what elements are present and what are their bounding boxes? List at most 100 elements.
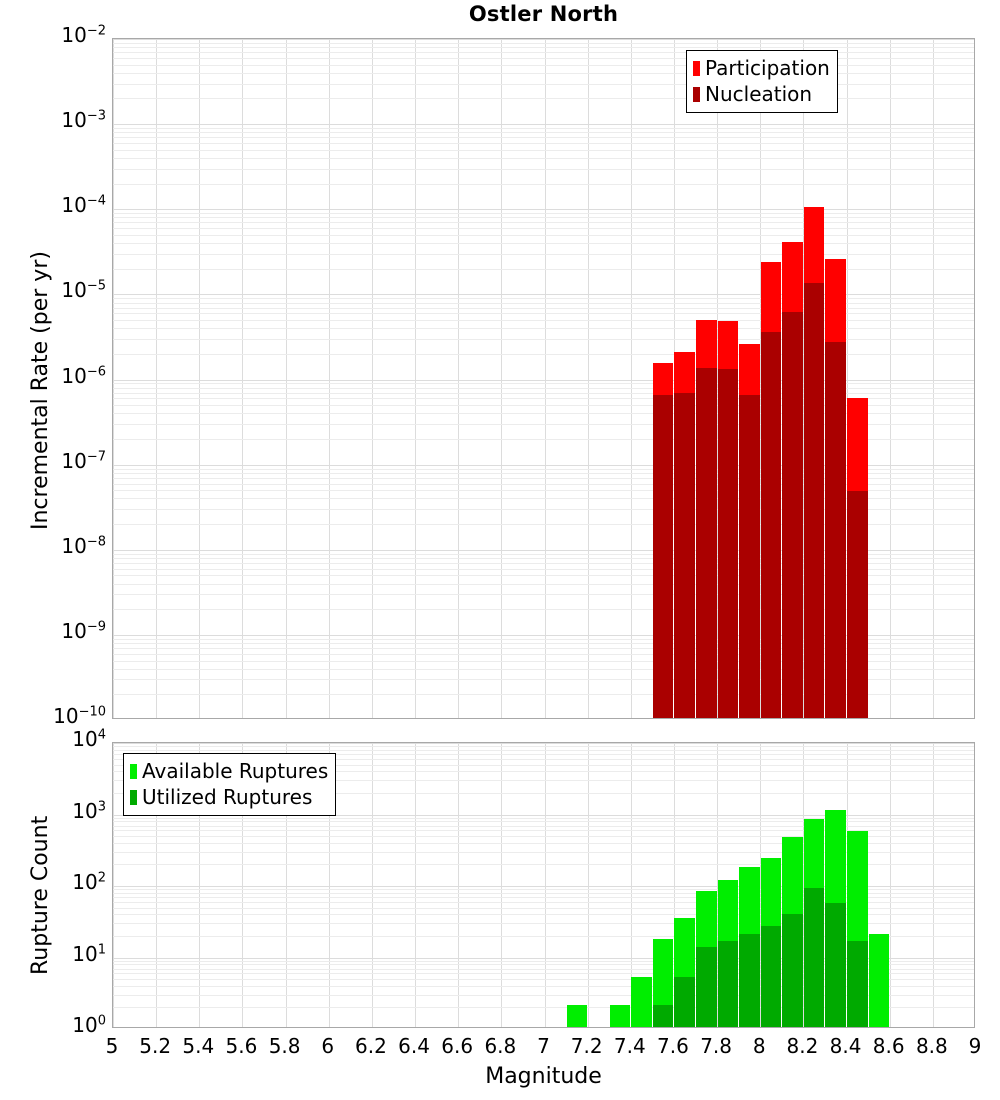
gridline-horizontal-minor bbox=[113, 524, 974, 526]
gridline-horizontal-minor bbox=[113, 477, 974, 479]
gridline-horizontal-minor bbox=[113, 268, 974, 270]
gridline-horizontal-minor bbox=[113, 183, 974, 185]
gridline-horizontal-minor bbox=[113, 353, 974, 355]
gridline-horizontal-minor bbox=[113, 243, 974, 245]
top-y-tick-labels: 10−2 10−3 10−4 10−5 10−6 10−7 10−8 10−9 10−10 bbox=[0, 0, 106, 760]
y-tick-label: 10−4 bbox=[61, 193, 106, 218]
gridline-horizontal-minor bbox=[113, 994, 974, 996]
top-legend: Participation Nucleation bbox=[686, 50, 838, 113]
gridline-horizontal-minor bbox=[113, 213, 974, 215]
y-tick-label: 100 bbox=[72, 1013, 106, 1037]
y-tick-label: 10−5 bbox=[61, 278, 106, 303]
bar-nucleation bbox=[674, 393, 695, 718]
nucleation-swatch-icon bbox=[693, 86, 700, 102]
gridline-horizontal-minor bbox=[113, 764, 974, 766]
gridline-vertical bbox=[587, 743, 589, 1027]
bar-nucleation bbox=[803, 282, 825, 718]
gridline-horizontal-minor bbox=[113, 253, 974, 255]
gridline-horizontal-minor bbox=[113, 780, 974, 782]
gridline-horizontal-minor bbox=[113, 638, 974, 640]
gridline-vertical bbox=[328, 743, 330, 1027]
y-tick-label: 104 bbox=[72, 727, 106, 751]
bottom-y-axis-title: Rupture Count bbox=[28, 815, 53, 975]
gridline-horizontal-minor bbox=[113, 392, 974, 394]
bar-utilized-ruptures bbox=[760, 925, 782, 1027]
gridline-horizontal-minor bbox=[113, 889, 974, 891]
bar-nucleation bbox=[782, 311, 803, 718]
gridline-horizontal-minor bbox=[113, 498, 974, 500]
x-tick-label: 5.6 bbox=[225, 1034, 258, 1058]
gridline-vertical bbox=[242, 39, 244, 718]
gridline-horizontal-minor bbox=[113, 52, 974, 54]
page-title: Ostler North bbox=[468, 2, 619, 26]
gridline-horizontal-minor bbox=[113, 771, 974, 773]
participation-swatch-icon bbox=[693, 60, 700, 76]
x-tick-label: 6.6 bbox=[441, 1034, 474, 1058]
gridline-horizontal-minor bbox=[113, 973, 974, 975]
gridline-vertical bbox=[630, 743, 632, 1027]
gridline-horizontal-minor bbox=[113, 438, 974, 440]
gridline-horizontal-minor bbox=[113, 137, 974, 139]
x-tick-label: 5.2 bbox=[139, 1034, 172, 1058]
gridline-horizontal-minor bbox=[113, 830, 974, 832]
gridline-vertical bbox=[371, 743, 373, 1027]
gridline-horizontal-minor bbox=[113, 653, 974, 655]
x-tick-label: 7 bbox=[537, 1034, 550, 1058]
gridline-horizontal-minor bbox=[113, 483, 974, 485]
y-tick-label: 10−6 bbox=[61, 363, 106, 388]
gridline-horizontal-minor bbox=[113, 746, 974, 748]
gridline-vertical bbox=[846, 39, 848, 718]
gridline-horizontal-minor bbox=[113, 648, 974, 650]
x-axis-title: Magnitude bbox=[485, 1064, 602, 1089]
gridline-horizontal-minor bbox=[113, 405, 974, 407]
gridline-horizontal-minor bbox=[113, 960, 974, 962]
gridline-horizontal-minor bbox=[113, 914, 974, 916]
bottom-y-tick-labels: 104 103 102 101 100 bbox=[0, 0, 106, 1100]
bar-utilized-ruptures bbox=[803, 887, 825, 1027]
bar-utilized-ruptures bbox=[674, 977, 695, 1027]
gridline-horizontal-minor bbox=[113, 42, 974, 44]
x-tick-label: 8.2 bbox=[786, 1034, 819, 1058]
bar-utilized-ruptures bbox=[739, 933, 760, 1027]
legend-label: Available Ruptures bbox=[142, 759, 329, 783]
gridline-horizontal-minor bbox=[113, 234, 974, 236]
gridline-horizontal-minor bbox=[113, 168, 974, 170]
gridline-horizontal-minor bbox=[113, 509, 974, 511]
gridline-horizontal-minor bbox=[113, 47, 974, 49]
gridline-vertical bbox=[415, 39, 417, 718]
gridline-horizontal-major bbox=[113, 209, 974, 211]
gridline-horizontal-minor bbox=[113, 98, 974, 100]
gridline-horizontal-minor bbox=[113, 553, 974, 555]
gridline-horizontal-major bbox=[113, 549, 974, 551]
gridline-horizontal-minor bbox=[113, 128, 974, 130]
gridline-horizontal-minor bbox=[113, 821, 974, 823]
gridline-horizontal-minor bbox=[113, 413, 974, 415]
gridline-vertical bbox=[415, 743, 417, 1027]
y-tick-label: 102 bbox=[72, 870, 106, 894]
gridline-horizontal-major bbox=[113, 634, 974, 636]
gridline-horizontal-minor bbox=[113, 557, 974, 559]
gridline-horizontal-major bbox=[113, 294, 974, 296]
gridline-horizontal-minor bbox=[113, 387, 974, 389]
bottom-legend: Available Ruptures Utilized Ruptures bbox=[123, 753, 337, 816]
x-tick-label: 5.4 bbox=[182, 1034, 215, 1058]
gridline-horizontal-minor bbox=[113, 57, 974, 59]
gridline-horizontal-minor bbox=[113, 217, 974, 219]
legend-item-nucleation: Nucleation bbox=[693, 81, 830, 107]
x-tick-label: 8.6 bbox=[872, 1034, 905, 1058]
bar-utilized-ruptures bbox=[825, 902, 847, 1027]
gridline-horizontal-major bbox=[113, 124, 974, 126]
legend-item-participation: Participation bbox=[693, 55, 830, 81]
bar-utilized-ruptures bbox=[847, 940, 868, 1027]
bar-utilized-ruptures bbox=[696, 947, 717, 1027]
gridline-horizontal-minor bbox=[113, 320, 974, 321]
y-tick-label: 10−10 bbox=[53, 704, 106, 728]
y-tick-label: 10−3 bbox=[61, 108, 106, 133]
top-bars bbox=[113, 39, 974, 718]
gridline-horizontal-minor bbox=[113, 660, 974, 662]
gridline-horizontal-minor bbox=[113, 568, 974, 570]
gridline-horizontal-minor bbox=[113, 758, 974, 760]
gridline-vertical bbox=[113, 39, 114, 718]
gridline-horizontal-minor bbox=[113, 64, 974, 66]
